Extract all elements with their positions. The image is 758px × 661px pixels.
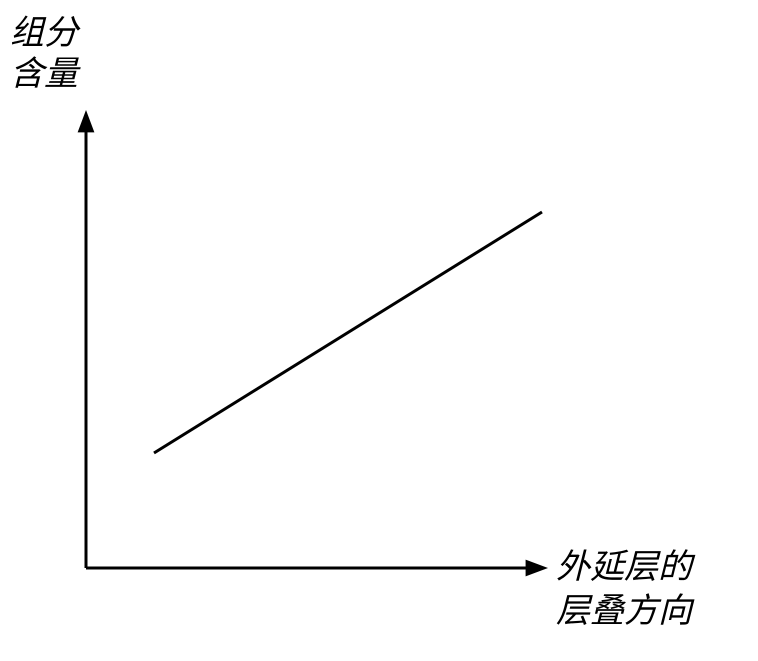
data-line [154,212,542,453]
x-axis-arrow-icon [526,560,548,577]
chart-svg [0,0,758,661]
y-axis-arrow-icon [78,110,95,132]
chart-container: 组分 含量 外延层的 层叠方向 [0,0,758,661]
